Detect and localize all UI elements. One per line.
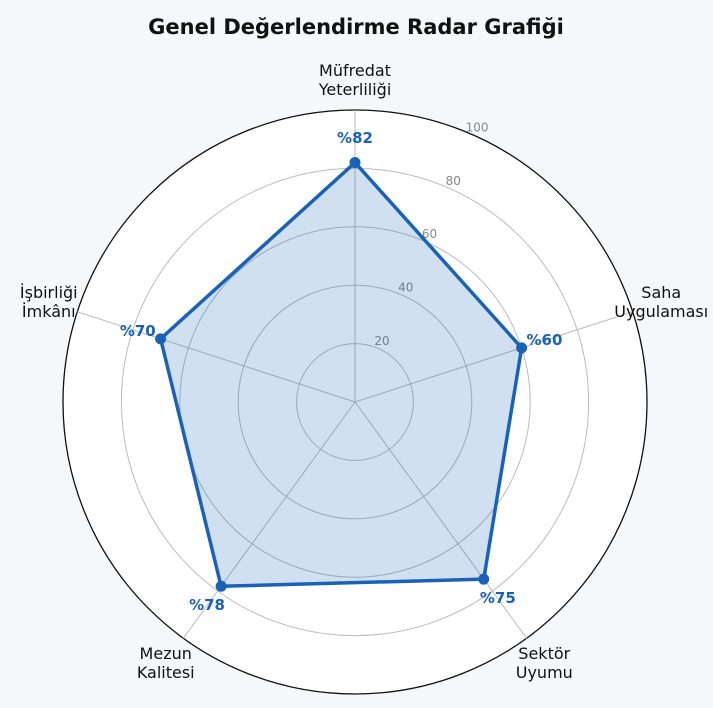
chart-title: Genel Değerlendirme Radar Grafiği	[148, 15, 564, 39]
category-label: Mezun Kalitesi	[136, 643, 195, 682]
radar-point	[215, 580, 227, 592]
r-tick-label: 80	[446, 174, 461, 188]
axis-spoke	[354, 401, 528, 639]
category-label: Saha Uygulaması	[614, 283, 709, 322]
category-label: Sektör Uyumu	[515, 643, 573, 682]
axis-spoke	[77, 311, 356, 403]
axis-spoke	[354, 311, 633, 403]
radar-point	[155, 333, 167, 345]
category-label: Müfredat Yeterliliği	[318, 61, 392, 99]
radar-point	[516, 342, 528, 354]
radar-point	[349, 157, 361, 169]
radar-area	[158, 160, 524, 589]
value-label: %75	[480, 589, 516, 607]
value-label: %60	[526, 331, 562, 349]
category-label: İşbirliği İmkânı	[19, 283, 78, 322]
r-tick-label: 20	[374, 334, 389, 348]
r-tick-label: 40	[398, 280, 413, 294]
value-label: %82	[337, 129, 373, 147]
radar-point	[478, 573, 490, 585]
value-label: %78	[189, 596, 225, 614]
r-tick-label: 60	[422, 227, 437, 241]
value-label: %70	[120, 322, 156, 340]
r-tick-label: 100	[466, 120, 489, 134]
axis-spoke	[182, 401, 356, 639]
